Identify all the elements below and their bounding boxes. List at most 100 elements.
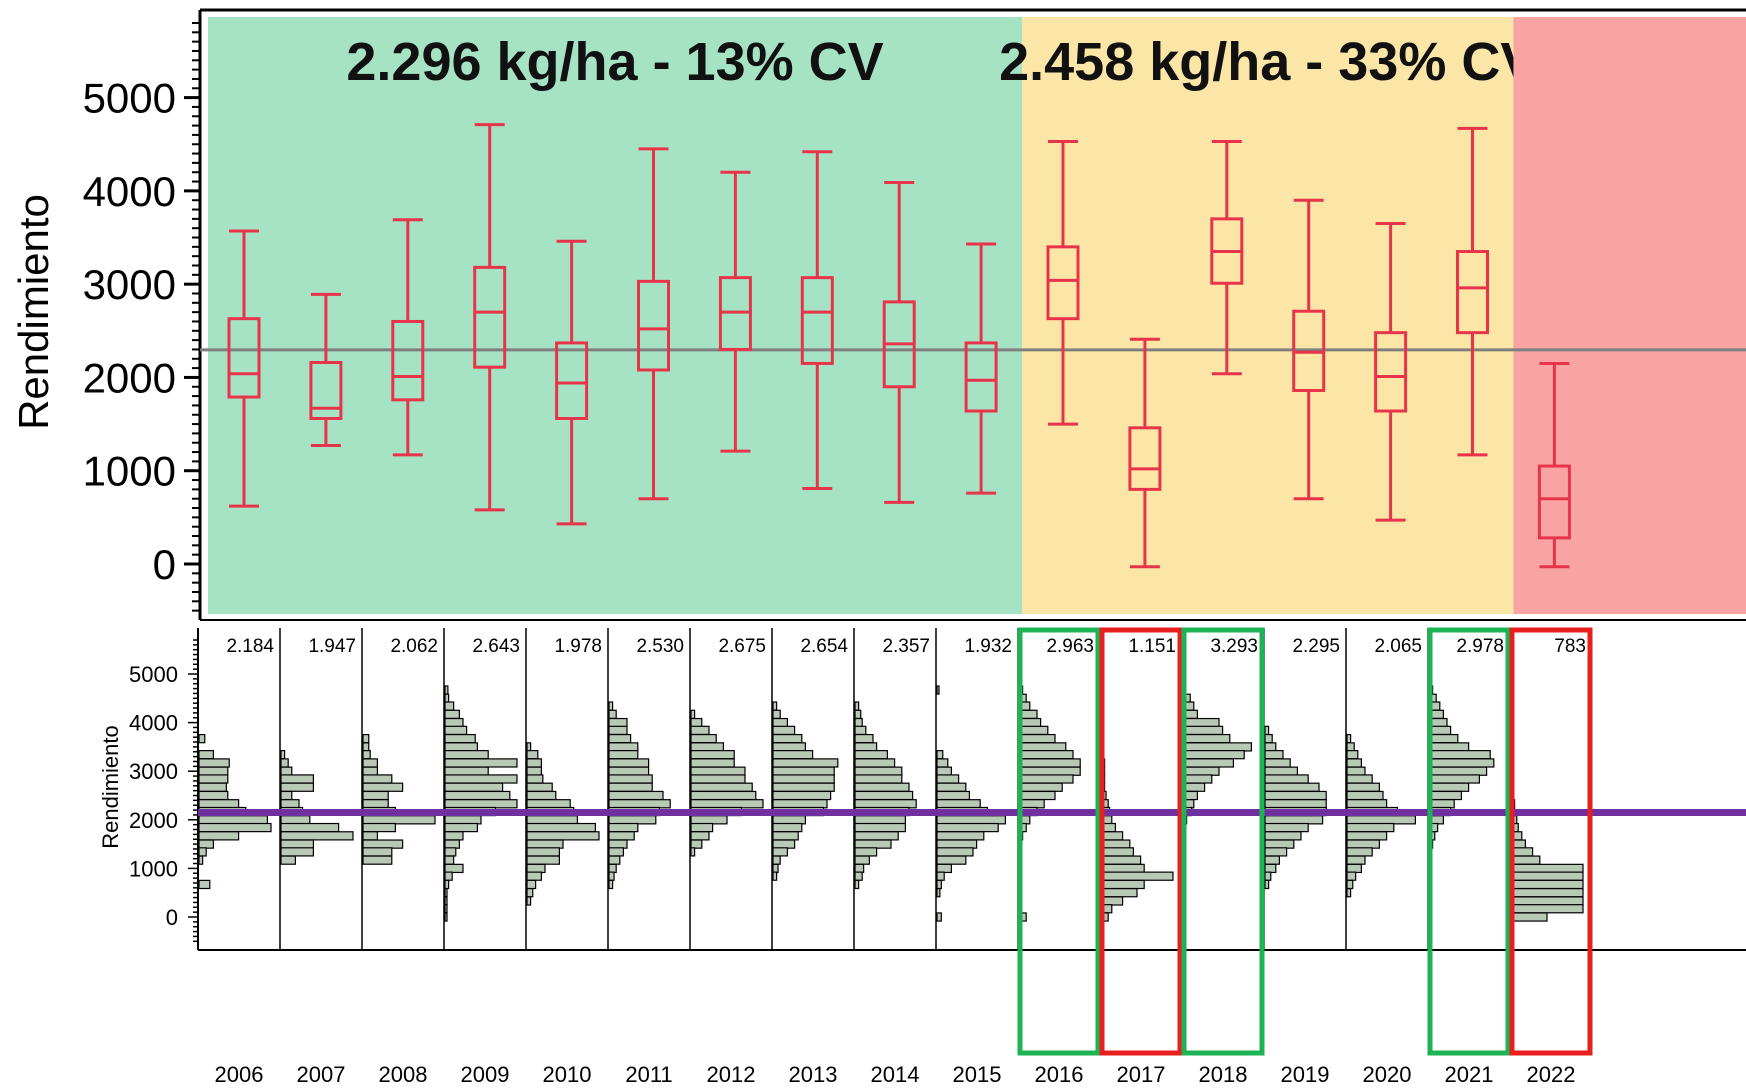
histogram-bar xyxy=(1018,766,1081,776)
band-2022 xyxy=(1513,17,1746,614)
histogram-bar xyxy=(198,855,204,865)
x-tick-label: 2009 xyxy=(461,1062,510,1087)
y-tick-label: 3000 xyxy=(129,759,178,784)
histogram-bar xyxy=(526,839,564,849)
histogram-bar xyxy=(854,733,874,744)
x-tick-label: 2020 xyxy=(1363,1062,1412,1087)
box-iqr xyxy=(964,341,998,413)
histogram-bar xyxy=(772,701,778,711)
histogram-bar xyxy=(608,725,628,736)
histogram-bar xyxy=(854,725,867,736)
histogram-bar xyxy=(362,774,393,784)
histogram-bar xyxy=(1346,839,1381,849)
histogram-bar xyxy=(854,822,907,833)
histogram-bar xyxy=(362,822,397,833)
histogram-bar xyxy=(608,799,671,809)
histogram-panel-2022: 783 2022 xyxy=(1509,628,1586,1087)
histogram-bar xyxy=(1182,766,1220,776)
histogram-bar xyxy=(772,742,807,752)
histogram-bar xyxy=(1018,750,1074,760)
panel-mean-label: 3.293 xyxy=(1210,636,1258,657)
histogram-bar xyxy=(1428,733,1459,744)
histogram-bar xyxy=(936,685,940,695)
histogram-panel-2014: 2.357 2014 xyxy=(853,628,930,1087)
box-2022 xyxy=(1537,361,1571,569)
histogram-bar xyxy=(444,693,450,703)
histogram-bar xyxy=(1346,847,1373,857)
histogram-bar xyxy=(280,790,293,801)
box-iqr xyxy=(1128,426,1162,491)
histogram-bar xyxy=(362,766,378,776)
histogram-bar xyxy=(280,750,286,760)
histogram-bar xyxy=(444,750,489,760)
histogram-bar xyxy=(1264,774,1309,784)
x-tick-label: 2019 xyxy=(1281,1062,1330,1087)
panel-mean-label: 2.654 xyxy=(800,636,848,657)
histogram-bar xyxy=(362,831,378,841)
histogram-bar xyxy=(608,879,614,890)
histogram-bar xyxy=(936,855,967,865)
y-axis-label: Rendimiento xyxy=(98,725,123,849)
box-2014 xyxy=(882,180,916,504)
histogram-bar xyxy=(936,822,999,833)
histogram-panel-2006: 2.184 2006 xyxy=(198,636,274,1087)
histogram-chart: 0 1000 2000 3000 4000 5000 Rendimiento 2.184 200… xyxy=(98,627,1746,1087)
histogram-bar xyxy=(772,774,835,784)
histogram-bar xyxy=(526,847,561,857)
histogram-bar xyxy=(1264,799,1327,809)
panel-mean-label: 2.643 xyxy=(472,636,520,657)
histogram-bar xyxy=(1346,766,1366,776)
histogram-bar xyxy=(1346,822,1395,833)
histogram-bar xyxy=(526,790,557,801)
histogram-bar xyxy=(1100,888,1138,898)
histogram-bar xyxy=(772,831,799,841)
histogram-bar xyxy=(772,750,814,760)
histogram-bar xyxy=(444,896,448,906)
histogram-bar xyxy=(1182,774,1213,784)
histogram-bar xyxy=(936,758,949,768)
histogram-bar xyxy=(362,782,404,792)
histogram-bar xyxy=(444,839,460,849)
histogram-bar xyxy=(690,847,696,857)
histogram-bar xyxy=(526,855,561,865)
histogram-bar xyxy=(772,709,781,719)
histogram-bar xyxy=(1264,855,1280,865)
histogram-bar xyxy=(1264,725,1270,736)
highlight-frame-2018 xyxy=(1181,627,1265,1056)
histogram-bar xyxy=(854,863,865,874)
histogram-bar xyxy=(854,855,870,865)
histogram-bar xyxy=(1346,790,1384,801)
histogram-bar xyxy=(1510,904,1584,914)
histogram-bar xyxy=(280,855,296,865)
histogram-bar xyxy=(526,863,546,874)
y-tick-label: 0 xyxy=(166,905,178,930)
histogram-bar xyxy=(444,831,464,841)
box-iqr xyxy=(391,319,425,402)
histogram-bar xyxy=(854,750,889,760)
histogram-bar xyxy=(936,815,1007,825)
box-2012 xyxy=(718,170,752,453)
box-2019 xyxy=(1292,198,1326,501)
x-tick-label: 2008 xyxy=(379,1062,428,1087)
histogram-bar xyxy=(444,742,479,752)
histogram-bar xyxy=(1428,782,1470,792)
histogram-bar xyxy=(854,782,910,792)
histogram-bar xyxy=(936,774,960,784)
histogram-bar xyxy=(690,782,753,792)
histogram-panel-2020: 2.065 2020 xyxy=(1345,628,1422,1087)
histogram-bar xyxy=(1510,855,1541,865)
box-2010 xyxy=(555,239,589,526)
histogram-bar xyxy=(1264,733,1273,744)
histogram-bar xyxy=(1510,863,1584,874)
histogram-bar xyxy=(1510,896,1584,906)
histogram-bar xyxy=(444,733,476,744)
histogram-bar xyxy=(1018,782,1063,792)
histogram-bar xyxy=(526,774,544,784)
histogram-bar xyxy=(1428,758,1495,768)
histogram-bar xyxy=(1264,766,1299,776)
histogram-panel-2007: 1.947 2007 xyxy=(279,628,356,1087)
histogram-bar xyxy=(854,774,903,784)
box-iqr xyxy=(473,265,507,369)
histogram-bar xyxy=(608,701,614,711)
x-tick-label: 2016 xyxy=(1035,1062,1084,1087)
